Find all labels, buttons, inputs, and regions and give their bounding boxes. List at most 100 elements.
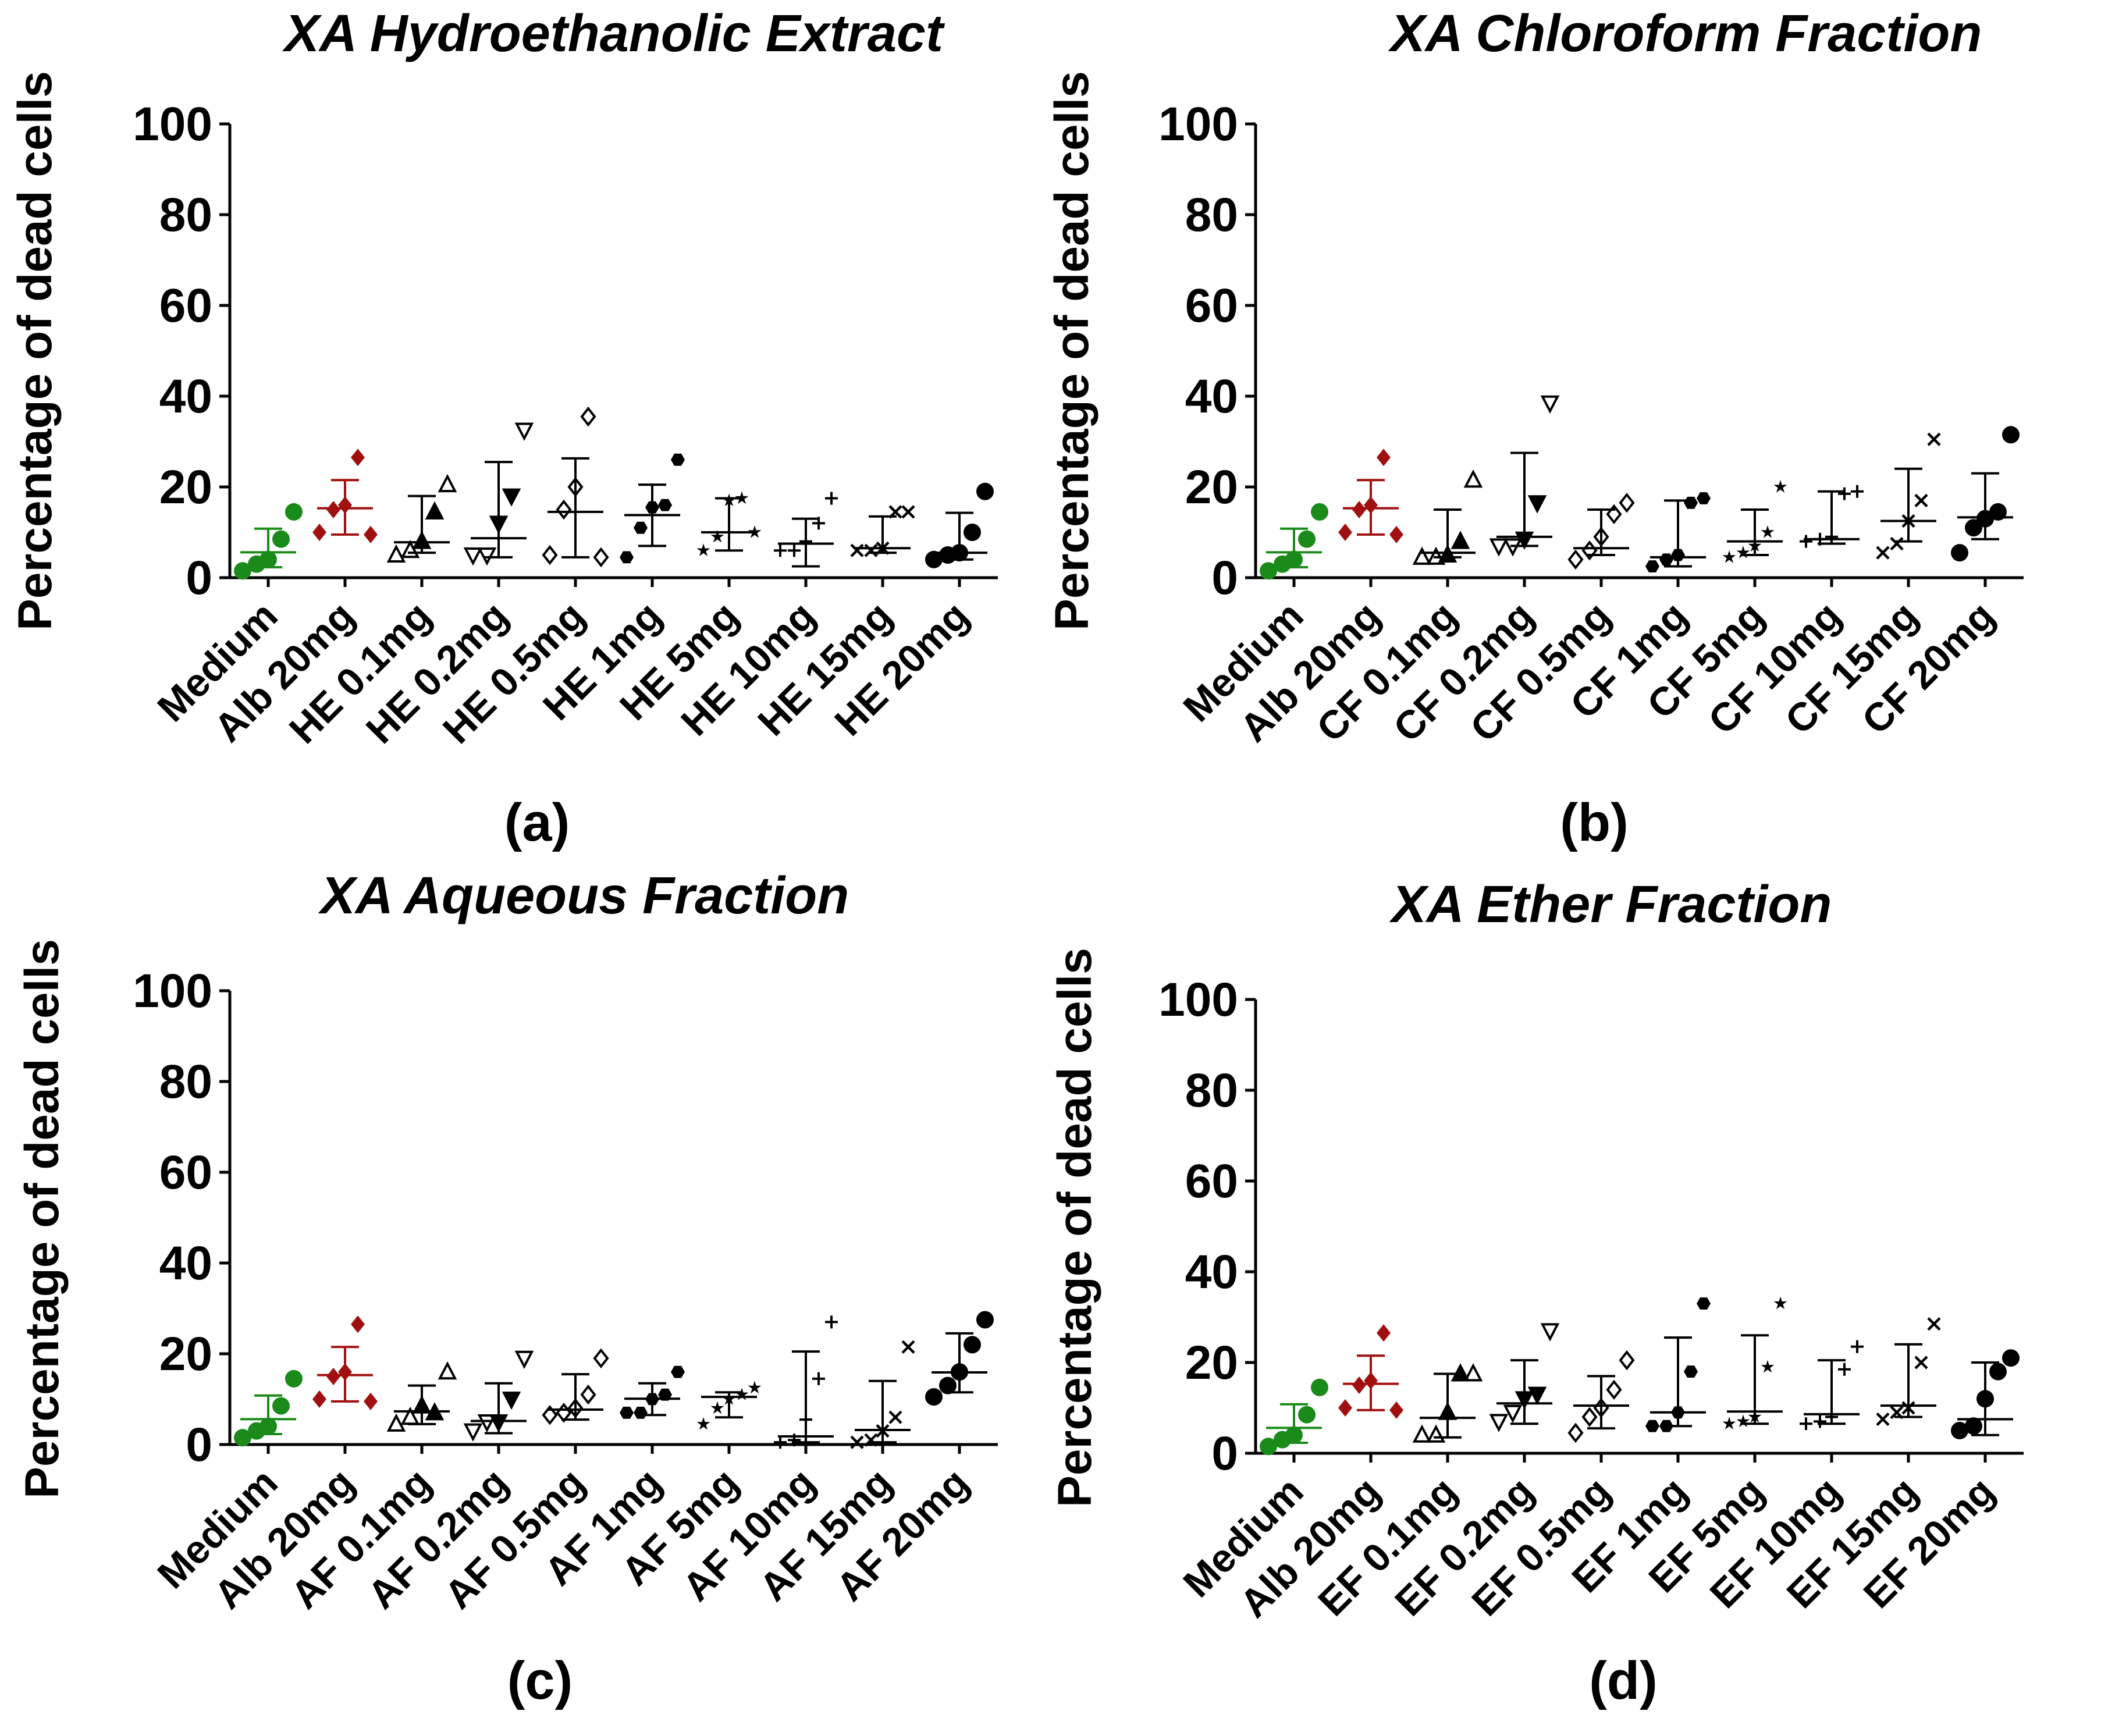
- series-group: [1412, 1363, 1483, 1443]
- y-tick-label: 40: [1185, 1246, 1238, 1299]
- data-point: [799, 535, 812, 548]
- series-group: [696, 491, 762, 556]
- data-point: [1825, 1410, 1838, 1424]
- data-point: [326, 501, 340, 518]
- data-point: [1285, 550, 1303, 568]
- data-point: [1352, 501, 1366, 518]
- data-point: [1527, 1386, 1547, 1405]
- data-point: [799, 1413, 812, 1426]
- data-point: [788, 1433, 801, 1447]
- data-point: [1838, 1363, 1851, 1376]
- data-point: [964, 524, 981, 541]
- y-tick-label: 20: [159, 1328, 212, 1381]
- data-point: [364, 1392, 378, 1410]
- data-point: [1260, 562, 1277, 580]
- data-point: [1285, 1426, 1303, 1444]
- series-group: [234, 1369, 303, 1447]
- series-group: [1800, 485, 1864, 548]
- data-point: [1426, 546, 1446, 565]
- data-point: [748, 525, 762, 538]
- data-point: [1851, 1340, 1864, 1353]
- data-point: [1515, 531, 1534, 550]
- data-point: [1619, 1350, 1635, 1371]
- data-point: [1800, 1417, 1812, 1431]
- y-tick-label: 60: [159, 279, 212, 332]
- data-point: [1914, 1356, 1928, 1369]
- data-point: [722, 493, 736, 507]
- data-point: [696, 1417, 710, 1430]
- series-group: [925, 482, 994, 568]
- data-point: [1364, 1372, 1378, 1390]
- data-point: [1825, 530, 1838, 543]
- data-point: [1352, 1376, 1366, 1394]
- data-point: [1901, 514, 1915, 528]
- data-point: [1965, 1417, 1982, 1435]
- y-tick-label: 80: [159, 1055, 212, 1108]
- data-point: [735, 491, 749, 504]
- series-group: [850, 1340, 915, 1449]
- y-axis-label: Percentage of dead cells: [16, 939, 69, 1499]
- data-point: [1503, 538, 1523, 557]
- data-point: [951, 544, 968, 562]
- data-point: [1377, 449, 1391, 467]
- data-point: [326, 1368, 340, 1385]
- y-axis-label: Percentage of dead cells: [9, 71, 62, 631]
- data-point: [1389, 525, 1403, 543]
- series-group: [620, 1365, 685, 1419]
- data-point: [939, 1376, 957, 1395]
- data-point: [2002, 426, 2020, 444]
- data-point: [1606, 504, 1622, 525]
- data-point: [1684, 1365, 1698, 1378]
- data-point: [1722, 1417, 1736, 1429]
- data-point: [645, 1393, 659, 1406]
- panel-label: (a): [504, 793, 570, 852]
- data-point: [477, 1414, 497, 1433]
- data-point: [1761, 525, 1775, 538]
- data-point: [1593, 527, 1609, 547]
- data-point: [925, 1388, 943, 1406]
- y-tick-label: 80: [1185, 1064, 1238, 1117]
- series-group: [1645, 1297, 1711, 1432]
- data-point: [312, 524, 326, 541]
- series-group: [386, 1361, 457, 1432]
- data-point: [338, 1363, 352, 1381]
- data-point: [593, 1348, 609, 1369]
- series-group: [312, 449, 378, 543]
- data-point: [312, 1390, 326, 1408]
- data-point: [1876, 1412, 1890, 1426]
- data-point: [901, 1340, 915, 1354]
- data-point: [1976, 1390, 1994, 1408]
- data-point: [901, 505, 915, 519]
- data-point: [542, 1405, 558, 1425]
- data-point: [1748, 1410, 1762, 1423]
- series-group: [1260, 1378, 1328, 1456]
- data-point: [671, 453, 685, 466]
- data-point: [400, 1406, 420, 1425]
- data-point: [1298, 530, 1316, 548]
- data-point: [502, 488, 521, 507]
- chart-panel-4: XA Ether Fraction Percentage of dead cell…: [1048, 876, 2024, 1710]
- data-point: [1451, 531, 1470, 549]
- y-tick-label: 80: [159, 188, 212, 241]
- data-point: [438, 474, 457, 493]
- series-group: [1338, 1324, 1403, 1419]
- data-point: [925, 550, 943, 568]
- data-point: [1890, 1406, 1904, 1420]
- data-point: [1463, 469, 1483, 488]
- chart-title: XA Aqueous Fraction: [318, 867, 849, 925]
- data-point: [1989, 503, 2007, 521]
- data-point: [1814, 532, 1826, 546]
- data-point: [1438, 1401, 1457, 1420]
- y-tick-label: 20: [1185, 1336, 1238, 1389]
- y-tick-label: 100: [133, 965, 212, 1018]
- data-point: [1567, 1422, 1584, 1443]
- data-point: [1606, 1379, 1622, 1400]
- data-point: [1426, 1424, 1446, 1443]
- data-point: [580, 406, 596, 427]
- chart-title: XA Ether Fraction: [1389, 876, 1832, 934]
- y-tick-label: 20: [1185, 461, 1238, 514]
- data-point: [876, 1424, 890, 1438]
- data-point: [1311, 1378, 1328, 1396]
- data-point: [864, 543, 878, 557]
